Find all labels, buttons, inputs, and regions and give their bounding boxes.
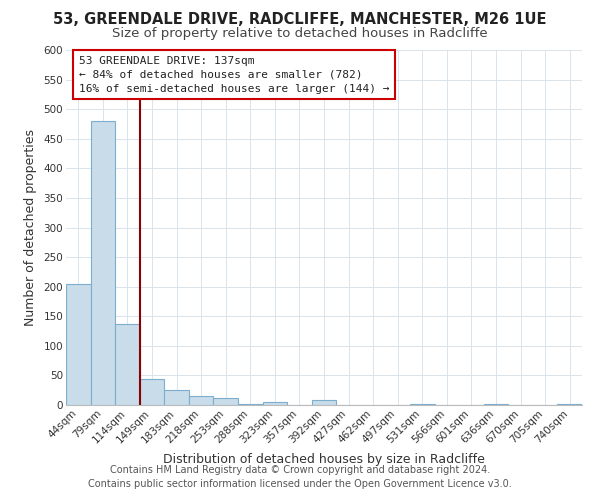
- Text: Contains HM Land Registry data © Crown copyright and database right 2024.
Contai: Contains HM Land Registry data © Crown c…: [88, 465, 512, 489]
- X-axis label: Distribution of detached houses by size in Radcliffe: Distribution of detached houses by size …: [163, 453, 485, 466]
- Bar: [115, 324, 140, 405]
- Y-axis label: Number of detached properties: Number of detached properties: [23, 129, 37, 326]
- Bar: [312, 400, 336, 405]
- Bar: [66, 284, 91, 405]
- Text: 53 GREENDALE DRIVE: 137sqm
← 84% of detached houses are smaller (782)
16% of sem: 53 GREENDALE DRIVE: 137sqm ← 84% of deta…: [79, 56, 389, 94]
- Bar: [410, 404, 434, 405]
- Bar: [557, 404, 582, 405]
- Bar: [91, 121, 115, 405]
- Text: Size of property relative to detached houses in Radcliffe: Size of property relative to detached ho…: [112, 28, 488, 40]
- Bar: [484, 404, 508, 405]
- Bar: [238, 404, 263, 405]
- Text: 53, GREENDALE DRIVE, RADCLIFFE, MANCHESTER, M26 1UE: 53, GREENDALE DRIVE, RADCLIFFE, MANCHEST…: [53, 12, 547, 28]
- Bar: [214, 398, 238, 405]
- Bar: [189, 396, 214, 405]
- Bar: [263, 402, 287, 405]
- Bar: [164, 390, 189, 405]
- Bar: [140, 379, 164, 405]
